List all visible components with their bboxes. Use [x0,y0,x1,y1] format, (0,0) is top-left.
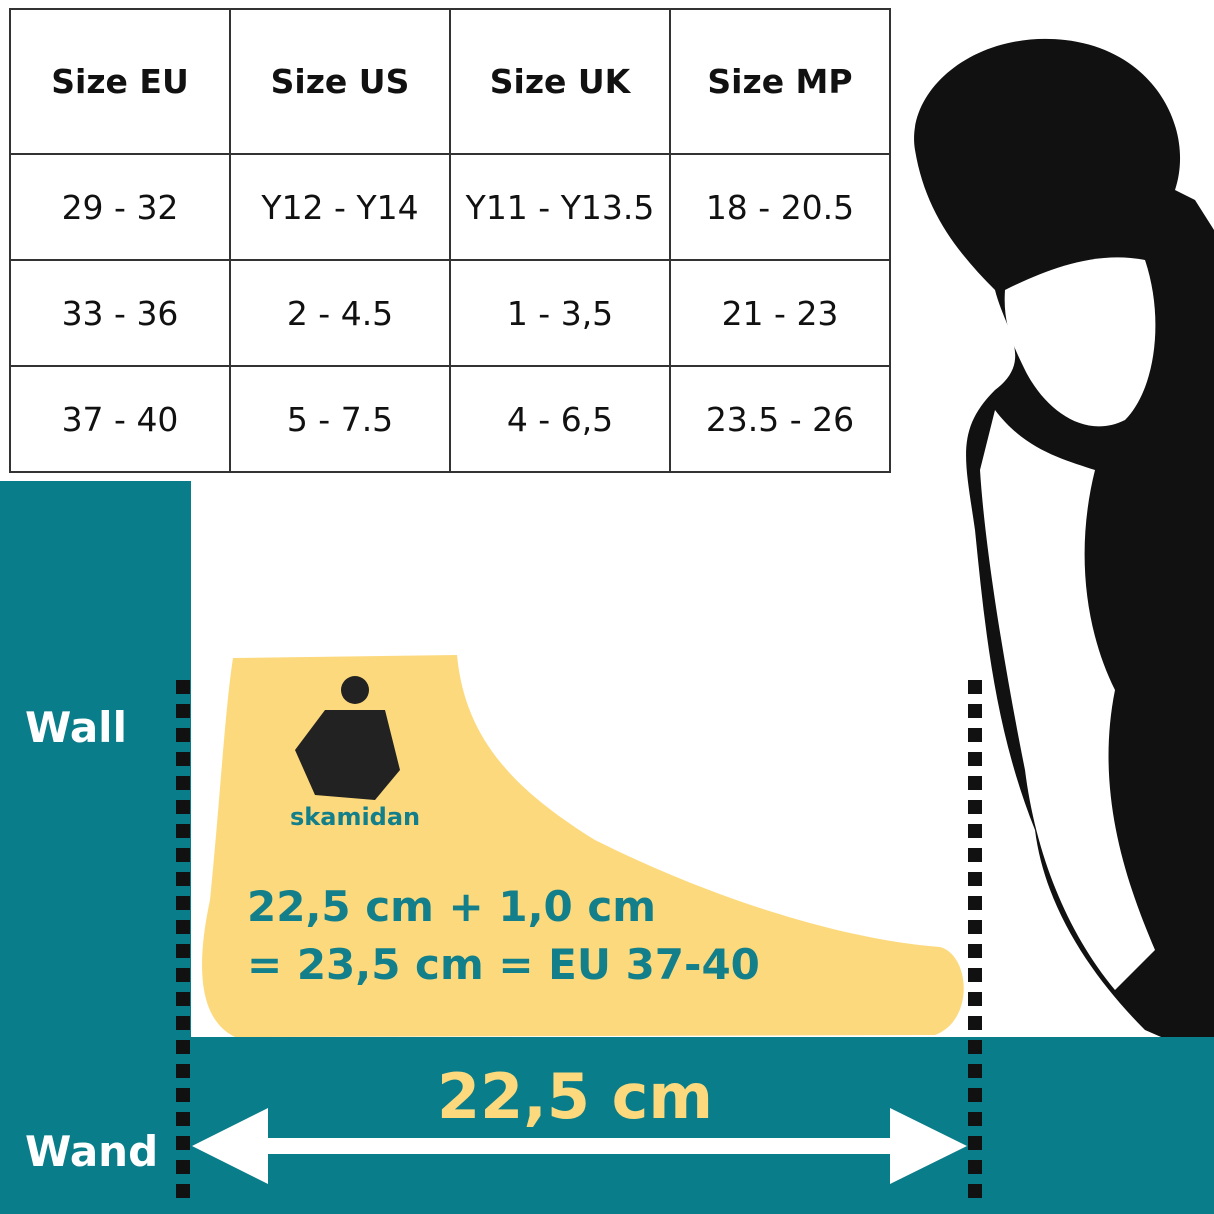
table-cell: Y11 - Y13.5 [449,153,671,261]
table-cell: 5 - 7.5 [229,365,451,473]
toe-dotted-line [968,680,982,1200]
foot-shape [202,655,964,1037]
table-cell: 21 - 23 [669,259,891,367]
table-row: 37 - 40 5 - 7.5 4 - 6,5 23.5 - 26 [9,365,891,473]
table-cell: 2 - 4.5 [229,259,451,367]
brand-logo-text: skamidan [290,803,421,831]
table-header-row: Size EU Size US Size UK Size MP [9,8,891,155]
table-row: 29 - 32 Y12 - Y14 Y11 - Y13.5 18 - 20.5 [9,153,891,261]
table-cell: 37 - 40 [9,365,231,473]
table-cell: 1 - 3,5 [449,259,671,367]
double-arrow-icon [192,1108,967,1184]
wand-label: Wand [25,1127,159,1176]
table-cell: 18 - 20.5 [669,153,891,261]
wall-label: Wall [25,703,127,752]
table-row: 33 - 36 2 - 4.5 1 - 3,5 21 - 23 [9,259,891,367]
floor-band [0,1037,1214,1214]
table-cell: 23.5 - 26 [669,365,891,473]
header-us: Size US [229,8,451,155]
wall-dotted-line [176,680,190,1200]
formula-line-2: = 23,5 cm = EU 37-40 [247,940,760,989]
header-mp: Size MP [669,8,891,155]
measurement-label: 22,5 cm [437,1060,713,1133]
header-uk: Size UK [449,8,671,155]
skater-illustration [914,38,1214,1060]
formula-line-1: 22,5 cm + 1,0 cm [247,882,657,931]
table-cell: 33 - 36 [9,259,231,367]
table-cell: 29 - 32 [9,153,231,261]
header-eu: Size EU [9,8,231,155]
table-cell: 4 - 6,5 [449,365,671,473]
size-chart-table: Size EU Size US Size UK Size MP 29 - 32 … [9,8,891,473]
table-cell: Y12 - Y14 [229,153,451,261]
